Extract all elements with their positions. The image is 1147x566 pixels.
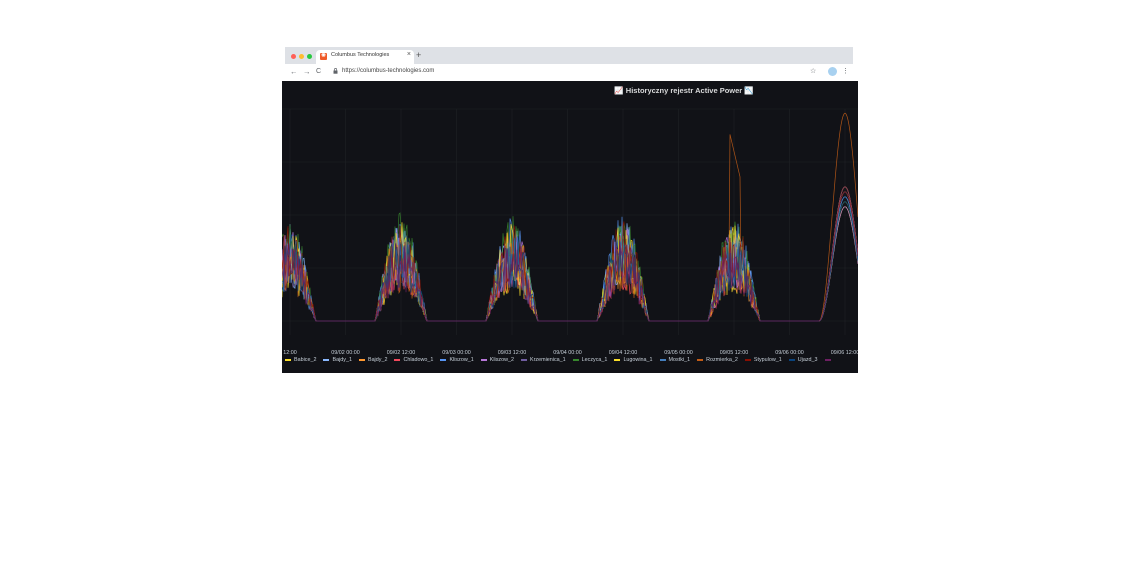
legend-swatch <box>788 358 795 361</box>
panel-title[interactable]: 📈 Historyczny rejestr Active Power 📉 <box>614 86 754 95</box>
browser-menu-icon[interactable]: ⋮ <box>842 68 849 75</box>
series-line-krzemienica_1 <box>282 191 858 322</box>
legend-item[interactable]: Rozmierka_2 <box>694 357 738 363</box>
series-line-chladowo_1 <box>282 186 858 322</box>
legend-item[interactable]: Leczyca_1 <box>570 357 608 363</box>
profile-avatar[interactable] <box>828 67 837 76</box>
legend-item[interactable]: Chladowo_1 <box>391 357 433 363</box>
back-icon[interactable]: ← <box>290 67 298 76</box>
bookmark-star-icon[interactable]: ☆ <box>810 68 817 75</box>
legend-label: Leczyca_1 <box>581 357 608 363</box>
tab-title: Columbus Technologies <box>331 52 390 58</box>
legend-label: Rozmierka_2 <box>706 357 738 363</box>
legend-label: Kliszow_1 <box>449 357 474 363</box>
legend-label: Ujazd_3 <box>797 357 818 363</box>
reload-icon[interactable]: C <box>316 68 322 75</box>
x-tick-label: 09/02 00:00 <box>331 350 359 356</box>
legend-swatch <box>572 358 579 361</box>
series-line-rozmierka_2 <box>282 112 858 322</box>
tab-close-icon[interactable]: × <box>406 51 411 58</box>
dashboard-panel: 12:00 09/02 00:00 09/02 12:00 09/03 00:00 09… <box>282 81 858 373</box>
legend-item[interactable]: Kliszow_2 <box>478 357 514 363</box>
address-bar: ← → C https://columbus-technologies.com … <box>285 64 853 81</box>
legend-item[interactable] <box>822 357 834 363</box>
active-power-chart: 12:00 09/02 00:00 09/02 12:00 09/03 00:00 09… <box>282 108 858 356</box>
legend-swatch <box>480 358 487 361</box>
legend-item[interactable]: Krzemienica_1 <box>518 357 566 363</box>
legend-item[interactable]: Ujazd_3 <box>786 357 818 363</box>
legend-item[interactable]: Stypulow_1 <box>742 357 782 363</box>
legend-item[interactable]: Lugowina_1 <box>611 357 653 363</box>
legend-swatch <box>323 358 330 361</box>
legend-label: Mostki_1 <box>668 357 691 363</box>
legend-item[interactable]: Bajdy_2 <box>356 357 387 363</box>
legend-label: Lugowina_1 <box>623 357 653 363</box>
chart-legend: Babice_2 Bajdy_1 Bajdy_2 Chladowo_1 Kliszow_… <box>282 357 858 367</box>
x-tick-label: 09/06 00:00 <box>775 350 803 356</box>
x-tick-label: 09/06 12:00 <box>831 350 858 356</box>
legend-swatch <box>285 358 291 361</box>
series-line-lugowina_1 <box>282 186 858 322</box>
x-tick-label: 12:00 <box>283 350 297 356</box>
series-line-mostki_1 <box>282 196 858 322</box>
x-tick-label: 09/03 12:00 <box>498 350 526 356</box>
maximize-window-button[interactable] <box>307 54 312 59</box>
browser-tab[interactable]: ✺ Columbus Technologies × <box>316 50 414 64</box>
x-tick-label: 09/05 00:00 <box>664 350 692 356</box>
legend-item[interactable]: Mostki_1 <box>657 357 691 363</box>
series-line-unnamed <box>282 186 858 322</box>
legend-swatch <box>358 358 365 361</box>
legend-swatch <box>697 358 704 361</box>
x-tick-label: 09/04 12:00 <box>609 350 637 356</box>
legend-label: Stypulow_1 <box>753 357 782 363</box>
close-window-button[interactable] <box>291 54 296 59</box>
x-tick-label: 09/05 12:00 <box>720 350 748 356</box>
legend-swatch <box>824 358 831 361</box>
series-line-kliszow_1 <box>282 196 858 322</box>
new-tab-button[interactable]: + <box>416 50 422 60</box>
series-line-ujazd_3 <box>282 201 858 322</box>
legend-swatch <box>521 358 527 361</box>
series-line-stypulow_1 <box>282 191 858 322</box>
minimize-window-button[interactable] <box>299 54 304 59</box>
legend-swatch <box>440 358 447 361</box>
series-line-leczyca_1 <box>282 201 858 322</box>
legend-item[interactable]: Kliszow_1 <box>437 357 474 363</box>
lock-icon <box>333 68 338 76</box>
legend-label: Krzemienica_1 <box>530 357 566 363</box>
tab-bar: ✺ Columbus Technologies × + <box>285 47 853 64</box>
legend-item[interactable]: Babice_2 <box>282 357 316 363</box>
legend-label: Bajdy_1 <box>332 357 352 363</box>
series-line-babice_2 <box>282 206 858 322</box>
legend-swatch <box>659 358 666 361</box>
legend-swatch <box>744 358 751 361</box>
url-field[interactable]: https://columbus-technologies.com <box>342 68 435 74</box>
browser-chrome: ✺ Columbus Technologies × + ← → C https:… <box>285 47 853 81</box>
series-line-bajdy_2 <box>282 201 858 322</box>
legend-swatch <box>614 358 621 361</box>
x-tick-label: 09/02 12:00 <box>387 350 415 356</box>
legend-swatch <box>394 358 401 361</box>
forward-icon[interactable]: → <box>303 67 311 76</box>
legend-label: Babice_2 <box>294 357 317 363</box>
legend-label: Kliszow_2 <box>489 357 514 363</box>
legend-label: Chladowo_1 <box>403 357 434 363</box>
legend-item[interactable]: Bajdy_1 <box>320 357 352 363</box>
grafana-logo-icon: ✺ <box>320 53 327 60</box>
x-tick-label: 09/03 00:00 <box>442 350 470 356</box>
legend-label: Bajdy_2 <box>367 357 388 363</box>
series-line-bajdy_1 <box>282 191 858 322</box>
x-tick-label: 09/04 00:00 <box>553 350 581 356</box>
series-line-kliszow_2 <box>282 206 858 322</box>
